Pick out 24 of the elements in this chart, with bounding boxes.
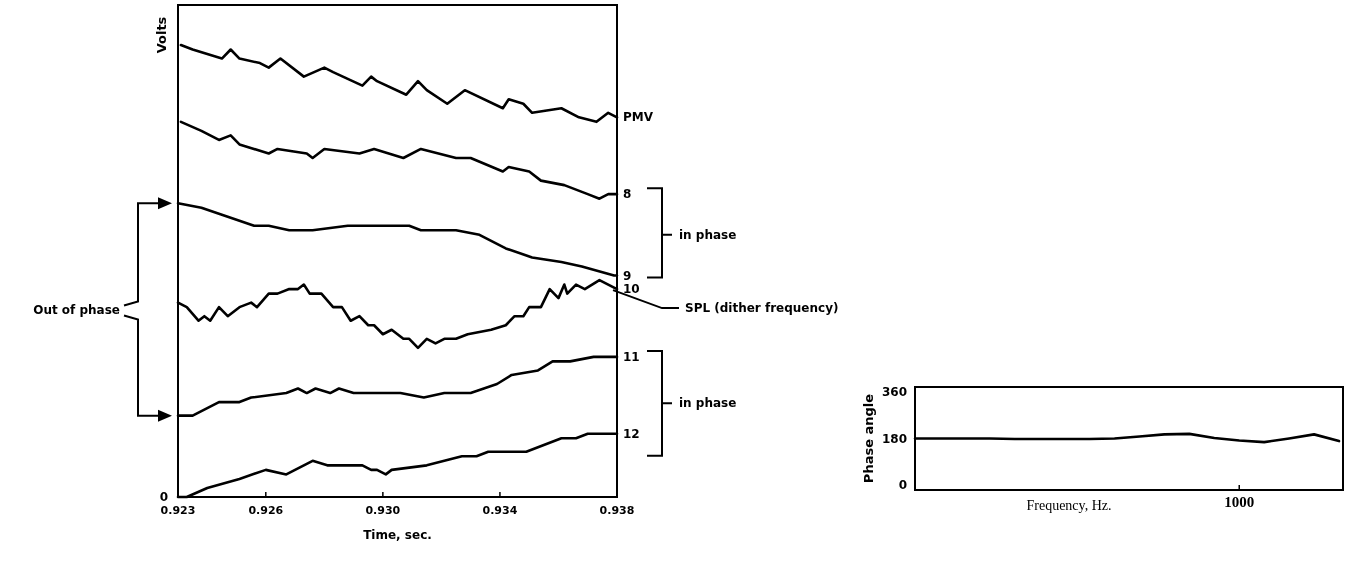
x-tick-label: 1000: [1224, 494, 1255, 510]
text: in phase: [679, 227, 737, 242]
series-label: 12: [623, 426, 640, 441]
series-label: 10: [623, 282, 640, 297]
series-label: 9: [623, 268, 632, 283]
text: Out of phase: [33, 303, 120, 318]
x-axis-title: Time, sec.: [363, 528, 432, 542]
y-axis-title: Phase angle: [861, 393, 876, 484]
text: 0: [159, 490, 168, 504]
x-tick-label: 0.938: [599, 504, 635, 517]
series-label: PMV: [623, 110, 654, 125]
series-label: 11: [623, 349, 640, 364]
text: in phase: [679, 396, 737, 411]
y-tick-label: 0: [898, 477, 907, 492]
y-tick-label: 180: [881, 431, 907, 446]
x-tick-label: 0.934: [482, 504, 518, 517]
y-axis-title: Volts: [154, 16, 169, 54]
y-tick-label: 360: [881, 385, 907, 400]
x-tick-label: 0.930: [365, 504, 401, 517]
x-axis-title: Frequency, Hz.: [1026, 498, 1112, 513]
x-tick-label: 0.923: [160, 504, 196, 517]
text: SPL (dither frequency): [685, 301, 839, 316]
x-tick-label: 0.926: [248, 504, 284, 517]
series-label: 8: [623, 187, 632, 202]
